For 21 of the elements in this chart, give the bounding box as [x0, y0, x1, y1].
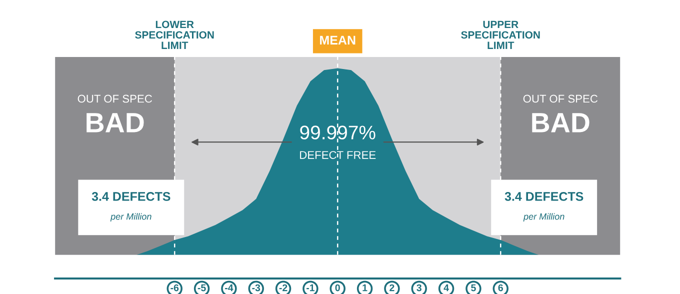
x-tick-label: 1	[362, 284, 368, 292]
x-tick-label: 5	[471, 284, 476, 292]
band-label: OUT OF SPEC BAD	[523, 94, 598, 132]
x-tick-label: 6	[498, 284, 503, 292]
x-tick-label: -3	[252, 284, 260, 292]
ref-line-label: LOWER SPECIFICATION LIMIT	[135, 20, 214, 49]
text: 3.4 DEFECTS per Million	[504, 192, 584, 222]
band-label: OUT OF SPEC BAD	[78, 94, 152, 132]
ref-line-label: MEAN	[320, 36, 356, 44]
annotation: 99.997% DEFECT FREE	[300, 126, 376, 159]
x-tick-label: 0	[335, 284, 340, 292]
x-tick-label: -4	[225, 284, 234, 292]
x-tick-label: -5	[198, 284, 206, 292]
x-tick-label: 2	[390, 284, 394, 292]
x-tick-label: -2	[279, 284, 288, 292]
x-tick-label: -6	[170, 284, 179, 292]
ref-line-label: UPPER SPECIFICATION LIMIT	[461, 20, 540, 49]
text: 3.4 DEFECTS per Million	[92, 192, 170, 222]
x-tick-label: -1	[306, 284, 315, 292]
x-tick-label: 4	[444, 284, 449, 292]
x-tick-label: 3	[416, 284, 422, 292]
